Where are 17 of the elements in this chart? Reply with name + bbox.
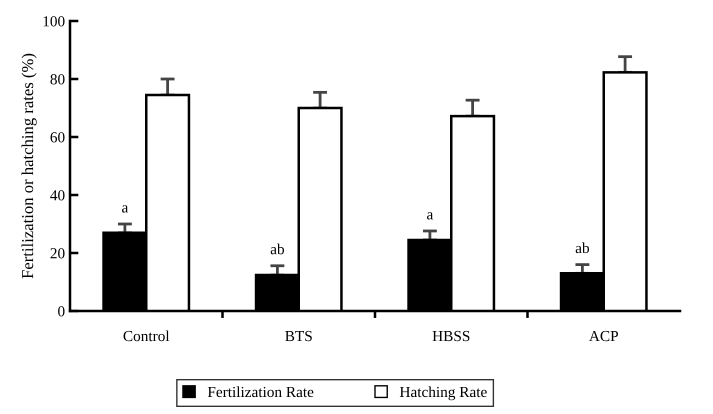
legend-label: Hatching Rate [400, 386, 487, 400]
x-tick-label: HBSS [432, 330, 470, 342]
y-tick-label: 60 [50, 132, 65, 142]
y-tick-label: 0 [58, 306, 65, 316]
x-tick-label: BTS [285, 330, 312, 342]
y-tick-label: 20 [50, 248, 65, 258]
y-axis-title: Fertilization or hatching rates (%) [22, 54, 37, 278]
y-tick-label: 100 [44, 16, 65, 26]
x-tick-label: Control [124, 330, 170, 342]
annotation: a [122, 205, 128, 213]
annotation: ab [270, 244, 284, 254]
x-tick-label: ACP [589, 330, 618, 342]
annotation: ab [576, 242, 590, 254]
legend-label: Fertilization Rate [208, 386, 314, 398]
y-tick-label: 40 [50, 190, 65, 200]
y-tick-label: 80 [50, 74, 65, 84]
annotation: a [427, 212, 434, 220]
